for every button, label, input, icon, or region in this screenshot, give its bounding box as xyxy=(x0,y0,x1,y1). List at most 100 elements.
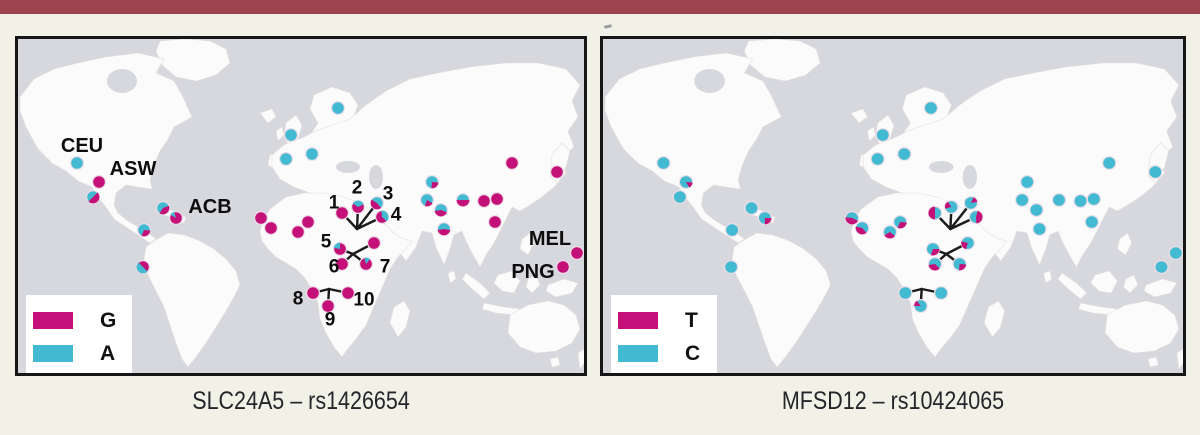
allele-frequency-dot xyxy=(678,175,694,190)
map-panel-mfsd12: T C xyxy=(600,36,1186,376)
landmass xyxy=(1117,232,1133,256)
landmass xyxy=(1123,274,1139,294)
landmass xyxy=(1057,272,1088,300)
landmass xyxy=(1090,270,1118,294)
landmass xyxy=(493,270,521,294)
allele-frequency-dot xyxy=(927,257,943,272)
allele-frequency-dot xyxy=(375,210,390,225)
landmass xyxy=(850,108,868,124)
map-label-10: 10 xyxy=(353,290,374,311)
allele-frequency-dot xyxy=(490,192,505,207)
sea xyxy=(336,161,360,173)
allele-frequency-dot xyxy=(968,210,984,225)
allele-frequency-dot xyxy=(85,190,100,205)
sea xyxy=(928,161,954,173)
legend-row: C xyxy=(618,337,717,370)
allele-frequency-dot xyxy=(724,223,740,238)
map-label-7: 7 xyxy=(380,257,391,278)
allele-frequency-dot xyxy=(944,200,959,215)
legend-slc24a5: G A xyxy=(26,295,132,373)
landmass xyxy=(983,300,1006,338)
allele-frequency-dot xyxy=(898,286,913,301)
sea xyxy=(369,165,383,189)
allele-frequency-dot xyxy=(69,155,84,170)
allele-frequency-dot xyxy=(341,286,356,301)
sea xyxy=(962,165,978,189)
sea xyxy=(694,69,725,93)
landmass xyxy=(1143,278,1178,298)
allele-frequency-dot xyxy=(135,260,150,275)
allele-frequency-dot xyxy=(305,146,320,161)
allele-frequency-dot xyxy=(1051,193,1067,208)
allele-frequency-dot xyxy=(923,100,939,115)
legend-swatch-a xyxy=(33,345,73,362)
allele-frequency-dot xyxy=(757,211,773,226)
allele-frequency-dot xyxy=(279,151,294,166)
allele-frequency-dot xyxy=(333,242,348,257)
allele-frequency-dot xyxy=(744,201,759,216)
map-label-MEL: MEL xyxy=(529,228,571,250)
legend-row: T xyxy=(618,304,717,337)
map-label-PNG: PNG xyxy=(511,261,554,283)
allele-frequency-dot xyxy=(321,299,336,314)
landmass xyxy=(519,232,535,256)
allele-frequency-dot xyxy=(1086,192,1102,207)
allele-frequency-dot xyxy=(1148,165,1163,180)
legend-row: G xyxy=(33,304,132,337)
landmass xyxy=(545,278,579,298)
legend-mfsd12: T C xyxy=(611,295,717,373)
allele-frequency-dot xyxy=(893,215,908,230)
allele-frequency-dot xyxy=(1084,215,1099,230)
landmass xyxy=(604,52,782,244)
allele-frequency-dot xyxy=(291,225,306,240)
map-panel-slc24a5: CEU ASW ACB MEL PNG 1 2 3 4 5 6 7 8 9 10 G A xyxy=(15,36,587,376)
landmass xyxy=(577,348,584,370)
landmass xyxy=(143,232,241,368)
allele-frequency-dot xyxy=(359,257,374,272)
allele-frequency-dot xyxy=(351,200,366,215)
allele-frequency-dot xyxy=(434,203,449,218)
journal-top-bar xyxy=(0,0,1200,14)
allele-frequency-dot xyxy=(254,211,269,226)
landmass xyxy=(549,356,561,368)
allele-frequency-dot xyxy=(425,175,440,190)
landmass xyxy=(1104,300,1180,354)
allele-frequency-dot xyxy=(420,193,435,208)
allele-frequency-dot xyxy=(1154,260,1169,275)
allele-frequency-dot xyxy=(169,211,184,226)
allele-frequency-dot xyxy=(925,242,941,257)
allele-frequency-dot xyxy=(306,286,321,301)
allele-frequency-dot xyxy=(367,236,382,251)
landmass xyxy=(1043,270,1053,284)
allele-frequency-dot xyxy=(456,193,471,208)
allele-frequency-dot xyxy=(723,260,739,275)
allele-frequency-dot xyxy=(1102,155,1117,170)
allele-frequency-dot xyxy=(1020,175,1035,190)
allele-frequency-dot xyxy=(1014,193,1030,208)
allele-frequency-dot xyxy=(335,257,350,272)
allele-frequency-dot xyxy=(1168,246,1183,261)
landmass xyxy=(1176,348,1183,370)
map-label-6: 6 xyxy=(329,257,340,278)
legend-label-a: A xyxy=(100,341,116,365)
map-label-5: 5 xyxy=(321,232,332,253)
map-label-4: 4 xyxy=(391,205,402,226)
allele-frequency-dot xyxy=(488,215,503,230)
allele-frequency-dot xyxy=(301,215,316,230)
map-label-1: 1 xyxy=(329,193,340,214)
landmass xyxy=(389,300,411,338)
caption-slc24a5: SLC24A5 – rs1426654 xyxy=(192,386,410,415)
landmass xyxy=(461,272,491,300)
legend-swatch-c xyxy=(618,345,658,362)
landmass xyxy=(19,52,193,244)
allele-frequency-dot xyxy=(549,165,564,180)
allele-frequency-dot xyxy=(963,196,979,211)
allele-frequency-dot xyxy=(555,260,570,275)
allele-frequency-dot xyxy=(370,196,385,211)
allele-frequency-dot xyxy=(569,246,584,261)
allele-frequency-dot xyxy=(284,127,299,142)
allele-frequency-dot xyxy=(477,194,492,209)
allele-frequency-dot xyxy=(952,257,967,272)
map-label-8: 8 xyxy=(293,289,304,310)
legend-label-c: C xyxy=(685,341,701,365)
